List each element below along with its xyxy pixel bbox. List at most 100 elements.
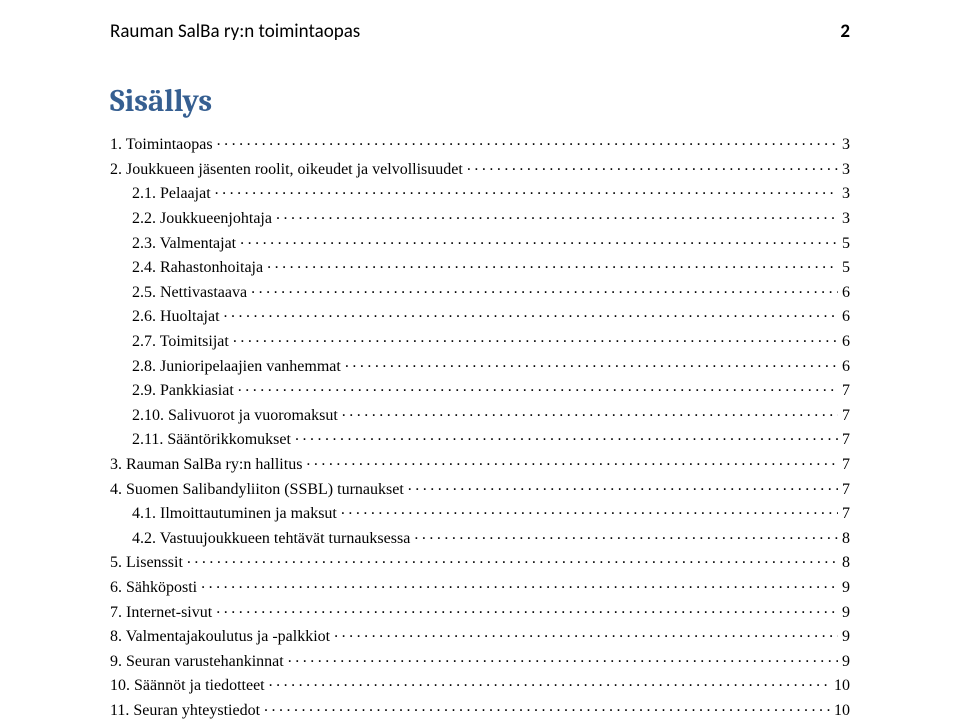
toc-row: 3. Rauman SalBa ry:n hallitus 7: [110, 451, 850, 476]
toc-entry-page: 9: [838, 580, 850, 596]
toc-row: 4.2. Vastuujoukkueen tehtävät turnaukses…: [110, 525, 850, 550]
toc-leader-dots: [217, 133, 838, 149]
toc-entry-label: 9. Seuran varustehankinnat: [110, 654, 288, 670]
toc-leader-dots: [345, 355, 838, 371]
page-number: 2: [840, 20, 850, 43]
toc-leader-dots: [233, 330, 838, 346]
toc-row: 2. Joukkueen jäsenten roolit, oikeudet j…: [110, 156, 850, 181]
toc-leader-dots: [251, 281, 838, 297]
toc-leader-dots: [267, 256, 838, 272]
toc-entry-page: 9: [838, 605, 850, 621]
toc-entry-label: 5. Lisenssit: [110, 555, 187, 571]
toc-row: 4.1. Ilmoittautuminen ja maksut 7: [110, 500, 850, 525]
toc-row: 2.9. Pankkiasiat 7: [110, 377, 850, 402]
toc-row: 2.11. Sääntörikkomukset 7: [110, 426, 850, 451]
toc-entry-label: 2.5. Nettivastaava: [132, 285, 251, 301]
toc-entry-label: 1. Toimintaopas: [110, 137, 217, 153]
toc-entry-page: 3: [838, 186, 850, 202]
toc-row: 2.6. Huoltajat 6: [110, 303, 850, 328]
toc-entry-label: 4. Suomen Salibandyliiton (SSBL) turnauk…: [110, 482, 408, 498]
toc-entry-label: 8. Valmentajakoulutus ja -palkkiot: [110, 629, 334, 645]
toc-leader-dots: [201, 576, 838, 592]
toc-entry-page: 5: [838, 236, 850, 252]
toc-row: 2.10. Salivuorot ja vuoromaksut 7: [110, 402, 850, 427]
toc-entry-label: 2.7. Toimitsijat: [132, 334, 233, 350]
toc-leader-dots: [306, 453, 838, 469]
toc-entry-page: 8: [838, 555, 850, 571]
toc-leader-dots: [240, 232, 838, 248]
toc-leader-dots: [216, 601, 838, 617]
toc-row: 9. Seuran varustehankinnat 9: [110, 647, 850, 672]
toc-row: 4. Suomen Salibandyliiton (SSBL) turnauk…: [110, 475, 850, 500]
toc-entry-page: 10: [830, 678, 850, 694]
toc-leader-dots: [238, 379, 838, 395]
toc-row: 7. Internet-sivut 9: [110, 598, 850, 623]
toc-leader-dots: [334, 625, 838, 641]
toc-entry-label: 11. Seuran yhteystiedot: [110, 703, 264, 719]
toc-row: 2.1. Pelaajat 3: [110, 180, 850, 205]
page-header: Rauman SalBa ry:n toimintaopas 2: [110, 20, 850, 43]
toc-row: 10. Säännöt ja tiedotteet10: [110, 672, 850, 697]
toc-entry-label: 2.4. Rahastonhoitaja: [132, 260, 267, 276]
toc-leader-dots: [224, 305, 838, 321]
toc-leader-dots: [408, 478, 838, 494]
toc-entry-page: 6: [838, 309, 850, 325]
toc-entry-label: 2. Joukkueen jäsenten roolit, oikeudet j…: [110, 162, 467, 178]
toc-entry-label: 2.6. Huoltajat: [132, 309, 224, 325]
toc-entry-page: 6: [838, 334, 850, 350]
toc-entry-label: 2.1. Pelaajat: [132, 186, 215, 202]
toc-leader-dots: [187, 551, 838, 567]
toc-entry-label: 2.11. Sääntörikkomukset: [132, 432, 295, 448]
toc-entry-page: 7: [838, 482, 850, 498]
toc-entry-label: 6. Sähköposti: [110, 580, 201, 596]
toc-entry-label: 2.2. Joukkueenjohtaja: [132, 211, 276, 227]
toc-leader-dots: [467, 158, 838, 174]
toc-entry-page: 7: [838, 457, 850, 473]
toc-entry-page: 3: [838, 211, 850, 227]
toc-entry-page: 9: [838, 629, 850, 645]
toc-row: 2.3. Valmentajat5: [110, 229, 850, 254]
toc-entry-label: 7. Internet-sivut: [110, 605, 216, 621]
toc-entry-page: 3: [838, 162, 850, 178]
toc-row: 1. Toimintaopas 3: [110, 131, 850, 156]
toc-leader-dots: [264, 699, 830, 715]
toc-entry-page: 7: [838, 408, 850, 424]
toc-leader-dots: [276, 207, 838, 223]
toc-row: 2.5. Nettivastaava 6: [110, 279, 850, 304]
toc-leader-dots: [269, 674, 830, 690]
toc-leader-dots: [215, 182, 838, 198]
toc-entry-page: 5: [838, 260, 850, 276]
toc-row: 8. Valmentajakoulutus ja -palkkiot 9: [110, 623, 850, 648]
toc-entry-page: 7: [838, 432, 850, 448]
toc-leader-dots: [295, 428, 838, 444]
doc-title: Rauman SalBa ry:n toimintaopas: [110, 20, 360, 43]
toc-leader-dots: [414, 527, 838, 543]
table-of-contents: 1. Toimintaopas 3 2. Joukkueen jäsenten ro…: [110, 131, 850, 721]
toc-row: 5. Lisenssit 8: [110, 549, 850, 574]
toc-row: 2.2. Joukkueenjohtaja 3: [110, 205, 850, 230]
toc-row: 11. Seuran yhteystiedot 10: [110, 697, 850, 722]
toc-entry-page: 9: [838, 654, 850, 670]
toc-entry-page: 6: [838, 285, 850, 301]
toc-entry-page: 6: [838, 359, 850, 375]
toc-entry-label: 3. Rauman SalBa ry:n hallitus: [110, 457, 306, 473]
contents-heading: Sisällys: [110, 83, 850, 119]
toc-row: 2.8. Junioripelaajien vanhemmat 6: [110, 352, 850, 377]
toc-row: 2.4. Rahastonhoitaja 5: [110, 254, 850, 279]
toc-leader-dots: [288, 650, 838, 666]
toc-row: 6. Sähköposti 9: [110, 574, 850, 599]
toc-entry-label: 4.2. Vastuujoukkueen tehtävät turnaukses…: [132, 531, 414, 547]
toc-entry-label: 2.8. Junioripelaajien vanhemmat: [132, 359, 345, 375]
toc-entry-page: 8: [838, 531, 850, 547]
document-page: Rauman SalBa ry:n toimintaopas 2 Sisälly…: [0, 0, 960, 724]
toc-entry-label: 4.1. Ilmoittautuminen ja maksut: [132, 506, 341, 522]
toc-entry-page: 7: [838, 506, 850, 522]
toc-entry-label: 2.10. Salivuorot ja vuoromaksut: [132, 408, 342, 424]
toc-entry-label: 2.9. Pankkiasiat: [132, 383, 238, 399]
toc-leader-dots: [342, 404, 838, 420]
toc-entry-page: 7: [838, 383, 850, 399]
toc-row: 2.7. Toimitsijat 6: [110, 328, 850, 353]
toc-entry-page: 3: [838, 137, 850, 153]
toc-entry-page: 10: [830, 703, 850, 719]
toc-leader-dots: [341, 502, 838, 518]
